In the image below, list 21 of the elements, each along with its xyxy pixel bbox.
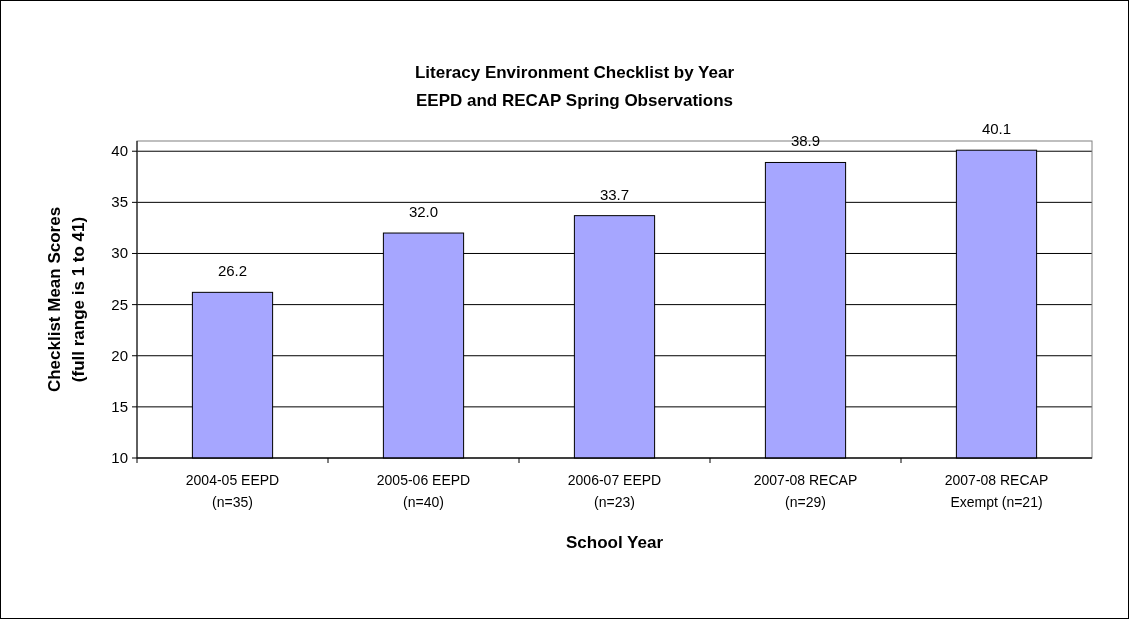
x-tick-label: 2006-07 EEPD (n=23): [567, 472, 662, 510]
x-tick-label: 2005-06 EEPD (n=40): [376, 472, 471, 510]
x-tick-label: 2007-08 RECAP Exempt (n=21): [944, 472, 1049, 510]
x-tick-label: 2007-08 RECAP (n=29): [753, 472, 858, 510]
y-tick-label: 25: [111, 295, 128, 313]
y-tick-label: 10: [111, 449, 128, 466]
y-tick-label: 40: [111, 142, 128, 160]
y-tick-label: 30: [111, 244, 128, 262]
chart-title: Literacy Environment Checklist by Year: [414, 63, 735, 82]
data-label: 40.1: [981, 120, 1012, 138]
data-label: 33.7: [599, 185, 630, 203]
y-axis-title: Checklist Mean Scores (full range is 1 to 41): [45, 206, 88, 393]
data-label: 32.0: [408, 203, 439, 221]
y-tick-label: 35: [111, 193, 128, 211]
x-tick-label: 2004-05 EEPD (n=35): [185, 472, 280, 510]
y-tick-label: 15: [111, 397, 128, 415]
data-label: 26.2: [217, 262, 248, 280]
chart-subtitle: EEPD and RECAP Spring Observations: [415, 91, 734, 110]
data-label: 38.9: [790, 132, 821, 150]
y-tick-label: 20: [111, 346, 128, 364]
x-axis-title: School Year: [565, 533, 664, 552]
